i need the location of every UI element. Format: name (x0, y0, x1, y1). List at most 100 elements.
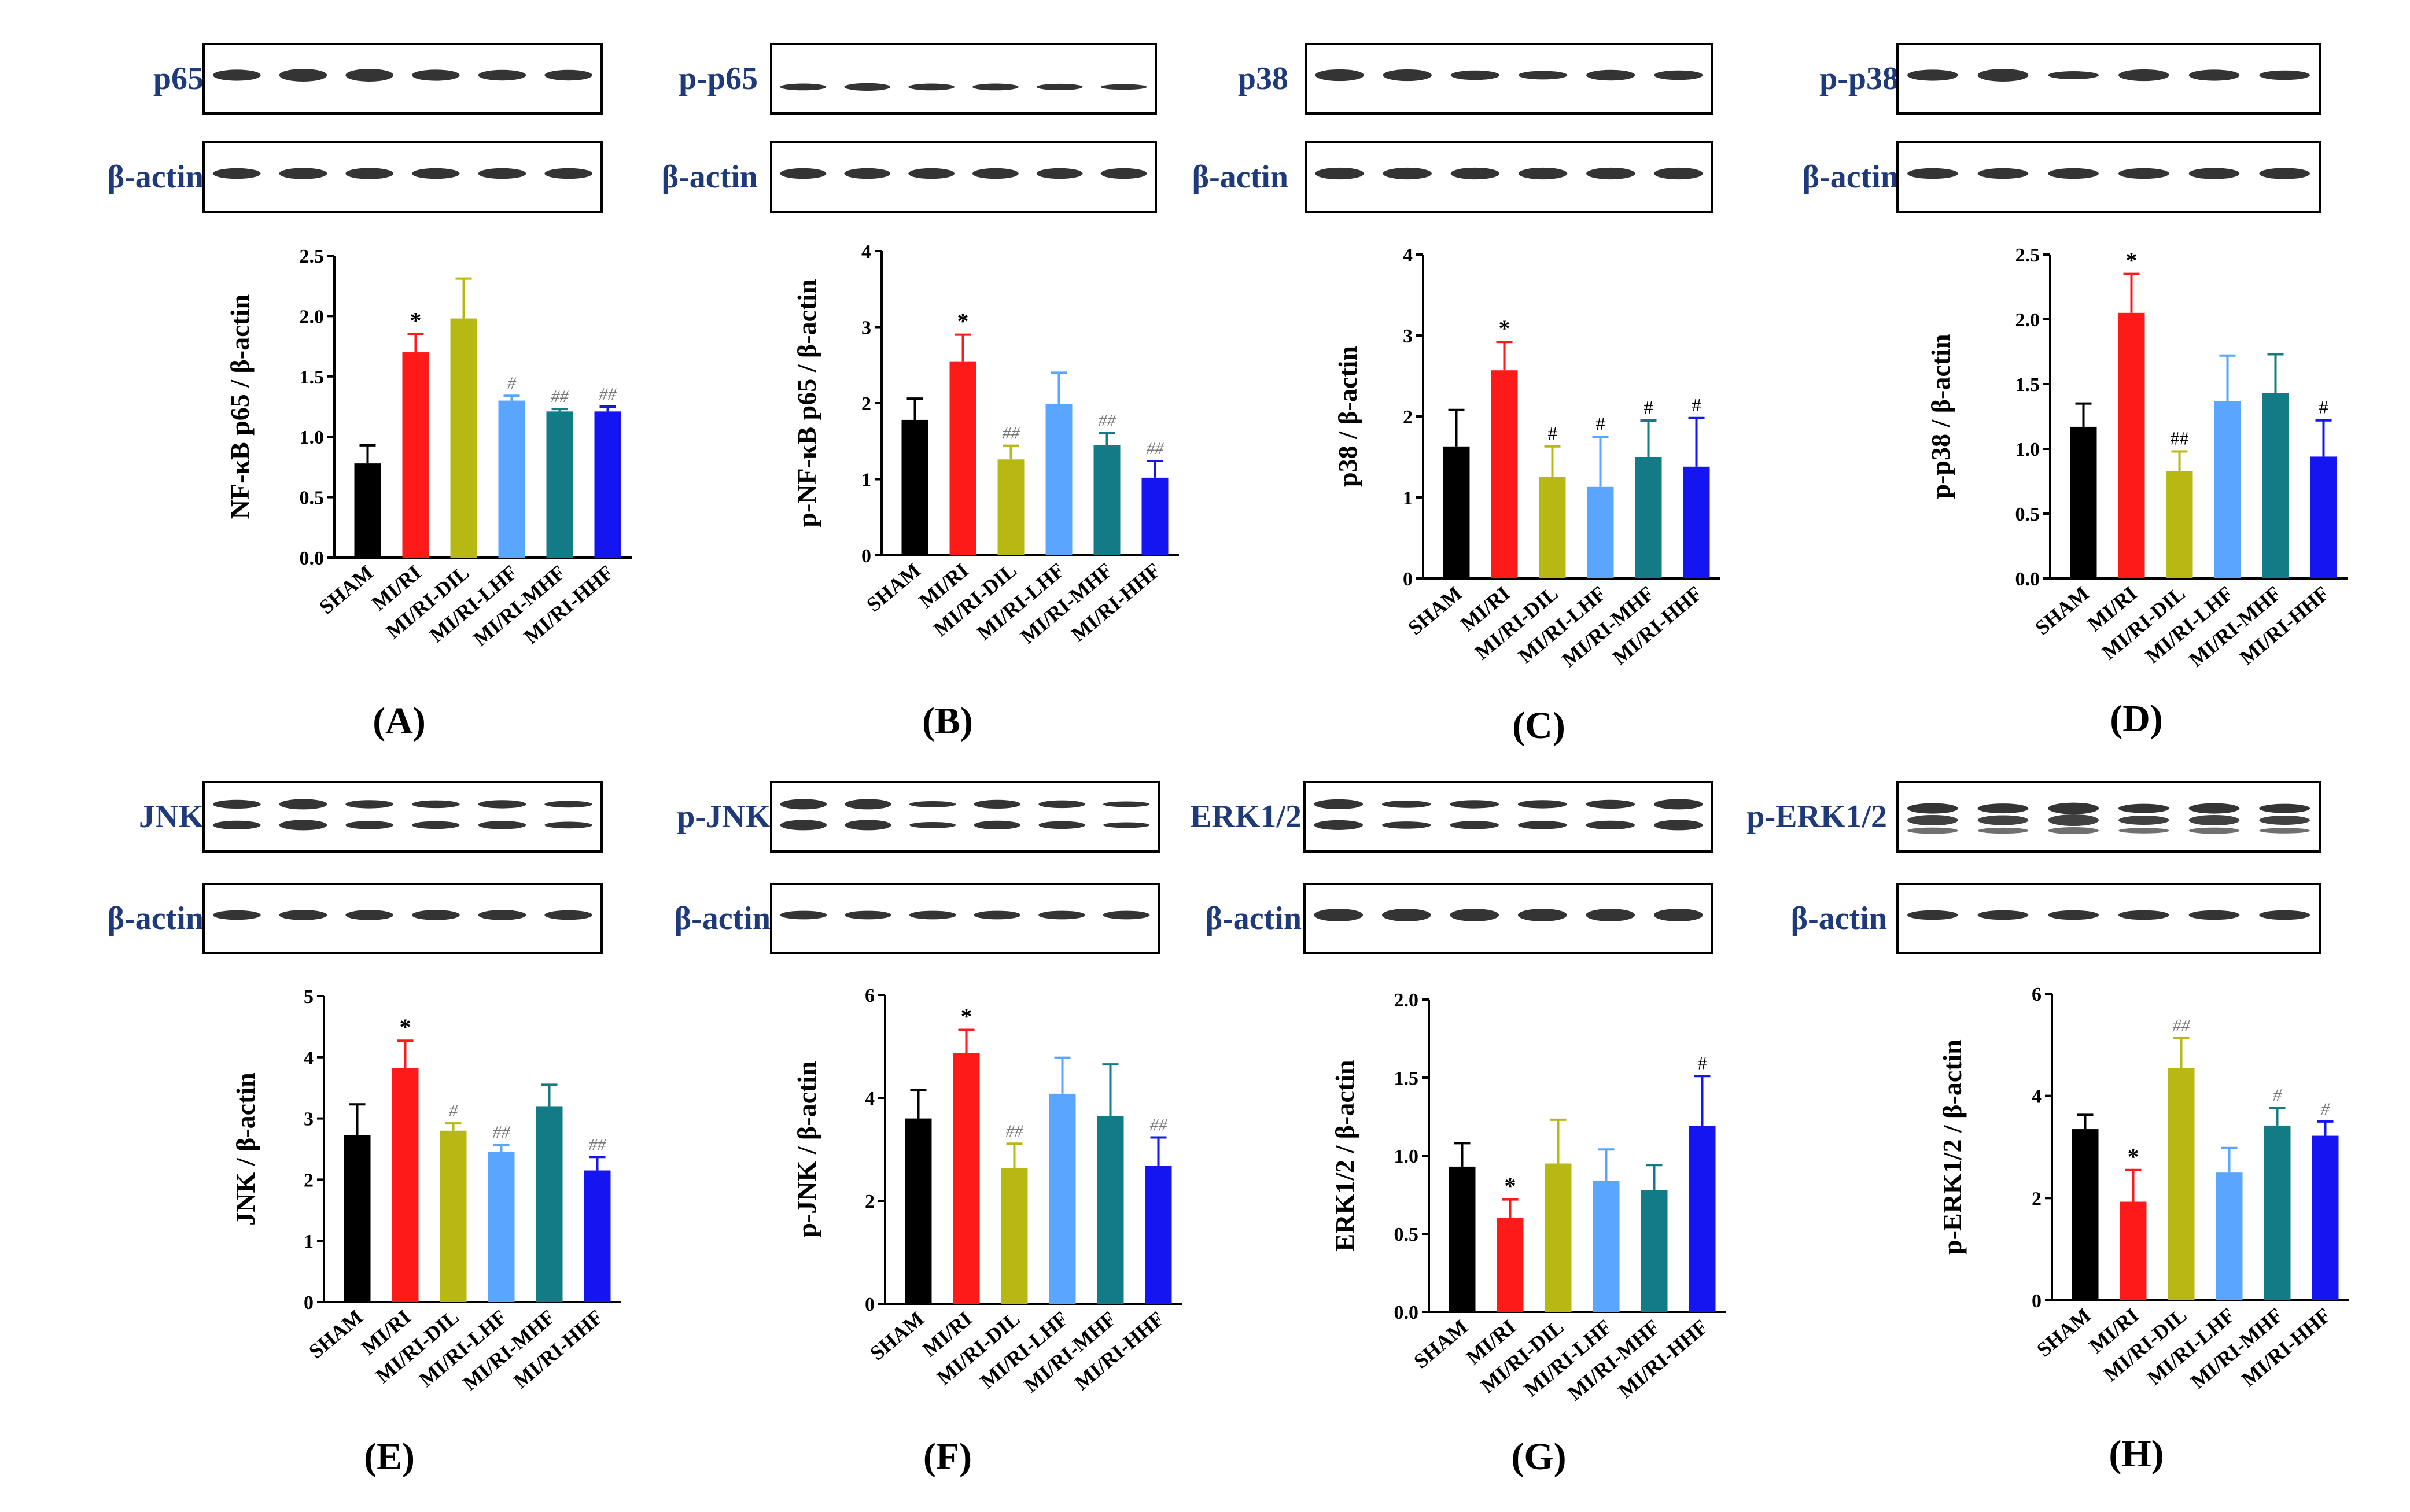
blot-band (780, 820, 827, 831)
panel-label: (F) (923, 1436, 972, 1478)
y-tick-label: 4 (2032, 1086, 2042, 1108)
blot-band (345, 168, 393, 179)
blot-band (2259, 168, 2310, 179)
blot-band (2048, 802, 2099, 814)
bar (1093, 445, 1121, 555)
blot-target-label: p65 (153, 61, 204, 97)
significance-mark: # (1548, 423, 1557, 444)
blot-band (478, 800, 526, 809)
blot-band (1450, 167, 1500, 180)
blot-band (1653, 799, 1703, 810)
blot-loading-image (202, 883, 603, 954)
blot-band (974, 820, 1021, 830)
bar (2166, 471, 2193, 578)
bar (949, 361, 976, 555)
blot-band (2048, 168, 2099, 179)
blot-band (908, 168, 955, 179)
blot-target-label: ERK1/2 (1190, 799, 1302, 835)
blot-band (1100, 84, 1147, 90)
blot-loading-image (1305, 141, 1713, 213)
blot-band (908, 83, 955, 91)
blot-band (1586, 909, 1635, 921)
blot-band (279, 799, 327, 810)
y-tick-label: 1.5 (300, 367, 325, 388)
blot-band (2118, 168, 2169, 179)
y-axis-label: ERK1/2 / β-actin (1330, 1060, 1359, 1252)
significance-mark: # (1698, 1052, 1707, 1073)
blot-band (1586, 820, 1635, 830)
blot-group: p-p38 β-actin (1803, 43, 2321, 213)
blot-band (279, 910, 327, 920)
blot-band (1383, 167, 1432, 180)
blot-group: p65 β-actin (108, 43, 603, 213)
significance-mark: # (2273, 1086, 2282, 1105)
y-tick-label: 3 (1403, 326, 1413, 347)
blot-band (478, 910, 526, 920)
blot-band (279, 69, 327, 82)
y-tick-label: 0.5 (2015, 504, 2040, 525)
blot-group: p-p65 β-actin (662, 43, 1157, 213)
blot-group: p-ERK1/2 β-actin (1746, 781, 2321, 954)
blot-band (2118, 69, 2169, 82)
y-axis-label: p38 / β-actin (1333, 346, 1362, 487)
y-tick-label: 4 (865, 1088, 875, 1109)
blot-band (1977, 910, 2029, 920)
blot-band (1977, 69, 2029, 82)
bar (402, 352, 429, 558)
x-category-label: SHAM (304, 1305, 367, 1363)
panel-label: (C) (1512, 705, 1565, 747)
bar (2072, 1129, 2099, 1300)
bar (2070, 426, 2097, 578)
blot-band (544, 821, 592, 829)
blot-target-image (1896, 43, 2321, 115)
y-tick-label: 0 (861, 545, 871, 567)
panel-label: (G) (1511, 1436, 1566, 1478)
bar (2216, 1172, 2243, 1300)
bar (997, 459, 1025, 555)
y-tick-label: 1.5 (2015, 374, 2040, 396)
blot-band (1381, 821, 1431, 829)
blot-band (1586, 69, 1635, 81)
blot-band (2188, 910, 2240, 920)
blot-group: ERK1/2 β-actin (1190, 781, 1713, 954)
blot-band (544, 168, 592, 179)
blot-band (2188, 827, 2240, 834)
y-tick-label: 5 (304, 986, 314, 1008)
x-category-label: SHAM (1409, 1315, 1472, 1373)
bar (2262, 393, 2289, 578)
significance-mark: * (957, 308, 969, 334)
y-tick-label: 0.0 (2015, 569, 2040, 590)
blot-band (1100, 168, 1147, 179)
y-tick-label: 4 (304, 1048, 314, 1069)
bar (2168, 1068, 2195, 1300)
blot-band (1907, 803, 1958, 814)
blot-band (780, 910, 827, 920)
bar (1587, 486, 1614, 578)
y-axis-label: p-p38 / β-actin (1926, 334, 1955, 499)
blot-band (213, 799, 261, 809)
blot-band (2188, 168, 2240, 179)
blot-band (1907, 827, 1958, 834)
blot-band (478, 821, 526, 829)
bar (2310, 456, 2337, 578)
blot-band (544, 910, 592, 920)
significance-mark: * (400, 1014, 411, 1040)
blot-band (845, 799, 891, 810)
blot-band (1977, 827, 2029, 834)
blot-group: p-JNK β-actin (675, 781, 1160, 954)
significance-mark: # (2319, 397, 2328, 418)
blot-loading-label: β-actin (675, 901, 771, 936)
blot-band (844, 168, 891, 179)
blot-band (1103, 801, 1150, 807)
blot-band (1314, 799, 1364, 809)
blot-band (844, 83, 891, 91)
bar (2312, 1135, 2339, 1300)
bar (1539, 477, 1566, 578)
bar (905, 1118, 932, 1304)
blot-band (345, 800, 393, 809)
blot-band (1654, 167, 1703, 180)
x-category-label: SHAM (865, 1307, 928, 1365)
